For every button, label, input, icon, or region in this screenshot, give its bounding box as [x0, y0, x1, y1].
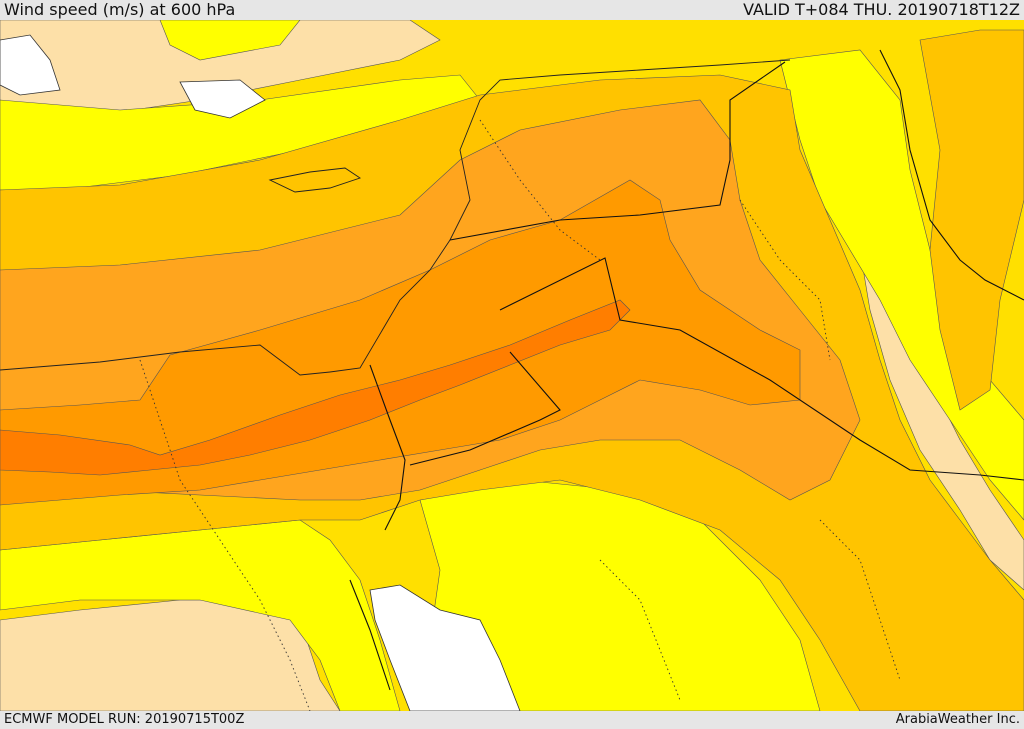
dotted-boundary-2	[599, 559, 681, 701]
dotted-boundary-1	[139, 359, 311, 711]
dotted-boundary-4	[479, 119, 601, 261]
border-jordan	[409, 351, 561, 466]
coastline-cyprus	[268, 167, 362, 193]
amber-patch-northeast	[919, 29, 1024, 411]
dotted-boundary-5	[819, 519, 901, 681]
coastline-levant	[329, 59, 791, 373]
wind-speed-map	[0, 20, 1024, 711]
footer-bar: ECMWF MODEL RUN: 20190715T00Z ArabiaWeat…	[0, 711, 1024, 729]
border-iraq-iran	[879, 49, 1024, 301]
yellow-patch-top	[159, 20, 301, 61]
no-data-red-sea	[369, 584, 521, 711]
coastline-red-sea-west	[349, 579, 391, 691]
model-run-label: ECMWF MODEL RUN: 20190715T00Z	[4, 712, 245, 727]
dotted-boundary-3	[739, 199, 831, 361]
header-bar: Wind speed (m/s) at 600 hPa VALID T+084 …	[0, 0, 1024, 20]
credit-label: ArabiaWeather Inc.	[895, 712, 1020, 727]
coastline-mediterranean	[0, 344, 331, 376]
orange-dark-core	[0, 299, 631, 476]
no-data-north	[179, 79, 266, 119]
valid-time-label: VALID T+084 THU. 20190718T12Z	[743, 0, 1020, 19]
map-svg	[0, 20, 1024, 711]
no-data-northwest	[0, 34, 61, 96]
border-syria-turkey	[449, 61, 786, 241]
border-egypt-israel	[369, 364, 406, 531]
chart-title: Wind speed (m/s) at 600 hPa	[4, 0, 236, 19]
border-iraq-saudi	[499, 257, 1024, 481]
